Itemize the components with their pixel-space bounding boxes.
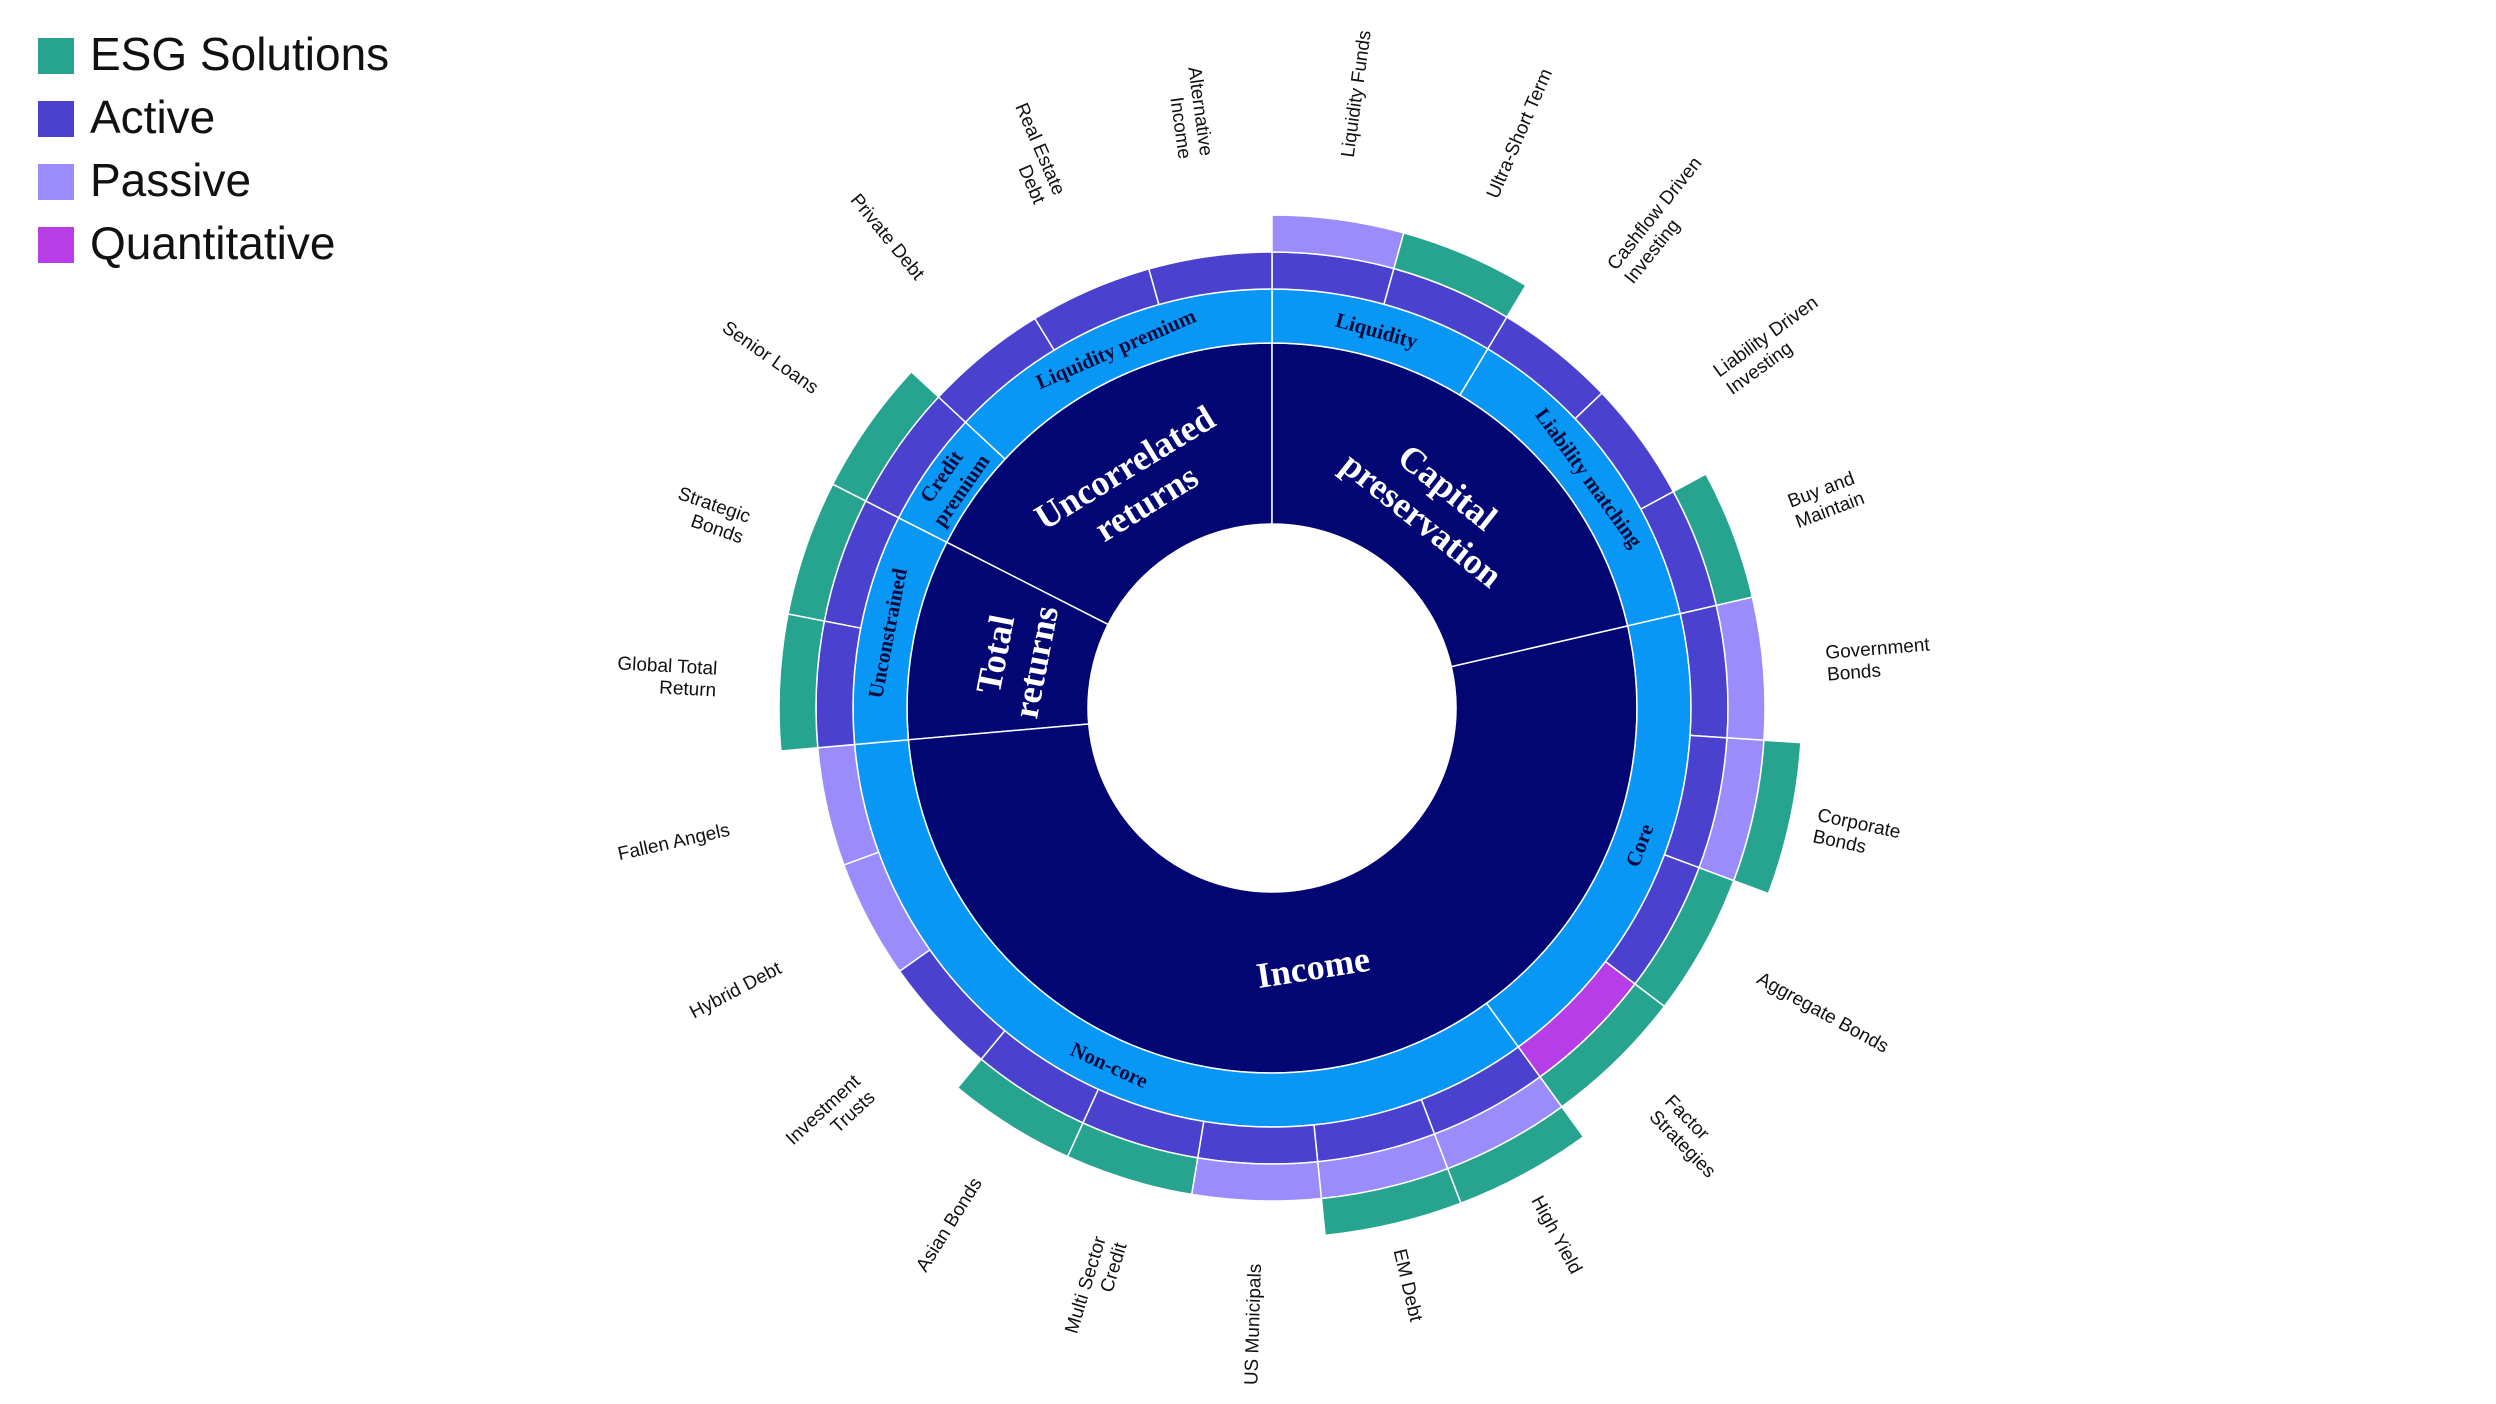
legend-swatch (38, 227, 74, 263)
offering-segment (1147, 251, 1273, 306)
legend-label: Passive (90, 154, 251, 206)
leaf-label: EM Debt (1389, 1247, 1427, 1324)
leaf-label: US Municipals (1241, 1263, 1266, 1385)
leaf-label-group: Multi SectorCredit (1061, 1233, 1131, 1342)
offering-segment (956, 1058, 1084, 1158)
leaf-label: CorporateBonds (1811, 805, 1903, 865)
leaf-label: Liquidity Funds (1338, 29, 1376, 158)
leaf-label-group: Asian Bonds (912, 1174, 986, 1276)
legend-swatch (38, 38, 74, 74)
leaf-label-group: StrategicBonds (668, 483, 753, 548)
leaf-label-group: Fallen Angels (616, 820, 732, 865)
leaf-label: Hybrid Debt (686, 958, 785, 1024)
legend-label: ESG Solutions (90, 28, 389, 80)
leaf-label-group: Buy andMaintain (1785, 467, 1867, 533)
offering-segment (815, 620, 862, 749)
leaf-label: GovernmentBonds (1825, 634, 1933, 685)
legend: ESG Solutions Active Passive Quantitative (38, 28, 389, 269)
legend-label: Active (90, 91, 215, 143)
leaf-label-group: Liquidity Funds (1338, 29, 1376, 158)
leaf-label: Private Debt (846, 190, 929, 285)
leaf-label-group: Ultra-Short Term (1483, 66, 1557, 202)
leaf-label-group: GovernmentBonds (1825, 634, 1933, 685)
leaf-label-group: Cashflow DrivenInvesting (1604, 153, 1724, 288)
leaf-label-group: AlternativeIncome (1162, 65, 1217, 160)
leaf-label-group: EM Debt (1389, 1247, 1427, 1324)
legend-label: Quantitative (90, 217, 335, 269)
leaf-label-group: Global TotalReturn (616, 653, 718, 701)
leaf-label: High Yield (1527, 1192, 1586, 1277)
leaf-label-group: Hybrid Debt (686, 958, 785, 1024)
leaf-label: InvestmentTrusts (782, 1070, 880, 1165)
offering-segment (1196, 1120, 1319, 1165)
leaf-label: Asian Bonds (912, 1174, 986, 1276)
rings (778, 214, 1802, 1237)
leaf-label: Fallen Angels (616, 820, 732, 865)
leaf-label-group: Aggregate Bonds (1753, 968, 1892, 1057)
leaf-label: Global TotalReturn (616, 653, 718, 701)
leaf-label: Buy andMaintain (1785, 467, 1867, 532)
leaf-label: FactorStrategies (1645, 1091, 1735, 1182)
leaf-label-group: US Municipals (1241, 1263, 1266, 1385)
leaf-label-group: InvestmentTrusts (782, 1070, 880, 1165)
leaf-label-group: High Yield (1527, 1192, 1586, 1277)
leaf-label: Real EstateDebt (990, 100, 1069, 208)
leaf-label-group: Liability DrivenInvesting (1710, 292, 1835, 399)
leaf-label-group: Senior Loans (718, 317, 822, 398)
leaf-label: Aggregate Bonds (1753, 968, 1892, 1057)
legend-swatch (38, 101, 74, 137)
offering-segment (1732, 739, 1802, 895)
leaf-label-group: CorporateBonds (1811, 805, 1903, 865)
leaf-label: AlternativeIncome (1162, 65, 1217, 160)
leaf-label-group: Private Debt (846, 190, 929, 285)
leaf-label-group: Real EstateDebt (990, 100, 1069, 208)
leaf-label-group: FactorStrategies (1645, 1091, 1735, 1182)
offering-segment (1392, 232, 1527, 319)
leaf-label: Ultra-Short Term (1483, 66, 1557, 202)
leaf-label: Liability DrivenInvesting (1710, 292, 1835, 399)
leaf-label: Cashflow DrivenInvesting (1604, 153, 1724, 288)
leaf-label: Multi SectorCredit (1061, 1233, 1131, 1342)
leaf-label: StrategicBonds (668, 483, 753, 548)
leaf-label: Senior Loans (718, 317, 822, 398)
offering-segment (1190, 1157, 1323, 1202)
legend-swatch (38, 164, 74, 200)
